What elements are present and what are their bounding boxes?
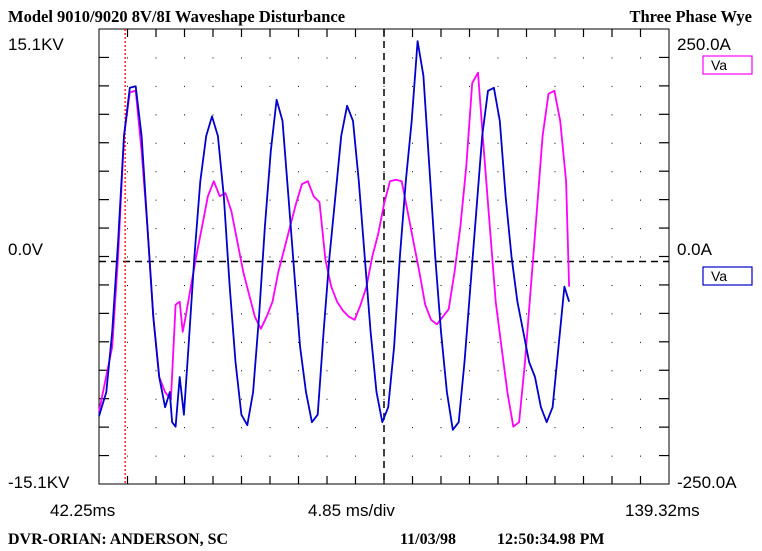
y-left-top-label: 15.1KV (8, 35, 64, 54)
legend-magenta-label: Va (711, 57, 727, 73)
y-left-bottom-label: -15.1KV (8, 473, 70, 492)
y-right-zero-label: 0.0A (677, 240, 713, 259)
legend-blue-label: Va (711, 268, 727, 284)
legend-blue-box (702, 266, 753, 286)
x-scale-label: 4.85 ms/div (308, 501, 395, 520)
time-label: 12:50:34.98 PM (497, 531, 605, 548)
series-line-va-blue (98, 40, 570, 431)
chart-title: Model 9010/9020 8V/8I Waveshape Disturba… (8, 7, 346, 26)
date-label: 11/03/98 (400, 531, 457, 548)
configuration-label: Three Phase Wye (629, 7, 752, 26)
site-label: DVR-ORIAN: ANDERSON, SC (8, 531, 229, 548)
series-line-va-magenta (98, 71, 570, 428)
legend-magenta-box (702, 55, 753, 75)
y-left-zero-label: 0.0V (8, 240, 44, 259)
y-right-bottom-label: -250.0A (677, 473, 737, 492)
x-end-label: 139.32ms (625, 501, 700, 520)
y-right-top-label: 250.0A (677, 35, 732, 54)
x-start-label: 42.25ms (50, 501, 115, 520)
